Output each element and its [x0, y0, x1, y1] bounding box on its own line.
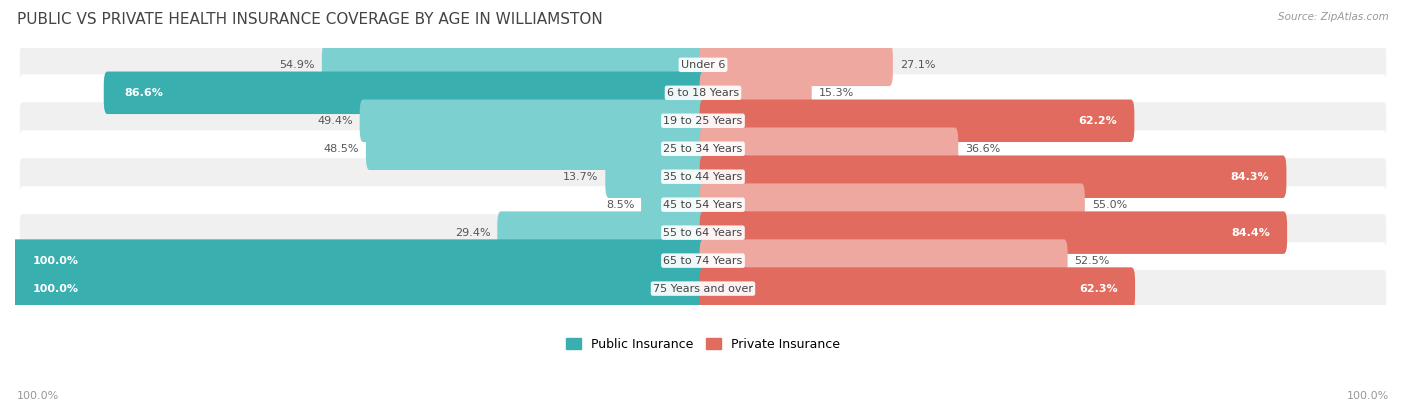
FancyBboxPatch shape [700, 100, 1135, 142]
Text: 100.0%: 100.0% [1347, 391, 1389, 401]
Text: 100.0%: 100.0% [17, 391, 59, 401]
FancyBboxPatch shape [11, 267, 706, 310]
Text: 62.2%: 62.2% [1078, 116, 1118, 126]
Text: 35 to 44 Years: 35 to 44 Years [664, 172, 742, 182]
FancyBboxPatch shape [700, 43, 893, 86]
Text: 84.3%: 84.3% [1230, 172, 1270, 182]
Text: 84.4%: 84.4% [1232, 228, 1270, 237]
Text: 49.4%: 49.4% [318, 116, 353, 126]
FancyBboxPatch shape [20, 158, 1386, 195]
FancyBboxPatch shape [606, 155, 706, 198]
FancyBboxPatch shape [700, 267, 1135, 310]
FancyBboxPatch shape [700, 211, 1286, 254]
FancyBboxPatch shape [20, 102, 1386, 139]
FancyBboxPatch shape [700, 128, 959, 170]
Text: 25 to 34 Years: 25 to 34 Years [664, 144, 742, 154]
Text: PUBLIC VS PRIVATE HEALTH INSURANCE COVERAGE BY AGE IN WILLIAMSTON: PUBLIC VS PRIVATE HEALTH INSURANCE COVER… [17, 12, 603, 27]
Text: 45 to 54 Years: 45 to 54 Years [664, 199, 742, 210]
FancyBboxPatch shape [20, 214, 1386, 251]
FancyBboxPatch shape [366, 128, 706, 170]
Text: 54.9%: 54.9% [280, 60, 315, 70]
Text: 52.5%: 52.5% [1074, 256, 1109, 266]
Text: 19 to 25 Years: 19 to 25 Years [664, 116, 742, 126]
FancyBboxPatch shape [498, 211, 706, 254]
FancyBboxPatch shape [11, 240, 706, 282]
Text: Under 6: Under 6 [681, 60, 725, 70]
FancyBboxPatch shape [700, 71, 811, 114]
Text: 27.1%: 27.1% [900, 60, 935, 70]
Text: 29.4%: 29.4% [454, 228, 491, 237]
Text: 13.7%: 13.7% [562, 172, 599, 182]
FancyBboxPatch shape [700, 183, 1085, 226]
Text: 65 to 74 Years: 65 to 74 Years [664, 256, 742, 266]
FancyBboxPatch shape [700, 240, 1067, 282]
FancyBboxPatch shape [20, 46, 1386, 83]
Text: 6 to 18 Years: 6 to 18 Years [666, 88, 740, 98]
Legend: Public Insurance, Private Insurance: Public Insurance, Private Insurance [561, 333, 845, 356]
Text: 75 Years and over: 75 Years and over [652, 284, 754, 294]
Text: 86.6%: 86.6% [124, 88, 163, 98]
FancyBboxPatch shape [20, 186, 1386, 223]
Text: 15.3%: 15.3% [818, 88, 853, 98]
Text: 100.0%: 100.0% [32, 284, 79, 294]
FancyBboxPatch shape [20, 270, 1386, 307]
FancyBboxPatch shape [700, 155, 1286, 198]
Text: 36.6%: 36.6% [965, 144, 1001, 154]
Text: 55 to 64 Years: 55 to 64 Years [664, 228, 742, 237]
Text: 100.0%: 100.0% [32, 256, 79, 266]
FancyBboxPatch shape [20, 130, 1386, 167]
FancyBboxPatch shape [104, 71, 706, 114]
Text: 8.5%: 8.5% [606, 199, 634, 210]
FancyBboxPatch shape [360, 100, 706, 142]
FancyBboxPatch shape [20, 74, 1386, 111]
Text: 48.5%: 48.5% [323, 144, 359, 154]
Text: Source: ZipAtlas.com: Source: ZipAtlas.com [1278, 12, 1389, 22]
Text: 55.0%: 55.0% [1091, 199, 1128, 210]
Text: 62.3%: 62.3% [1080, 284, 1118, 294]
FancyBboxPatch shape [20, 242, 1386, 279]
FancyBboxPatch shape [641, 183, 706, 226]
FancyBboxPatch shape [322, 43, 706, 86]
